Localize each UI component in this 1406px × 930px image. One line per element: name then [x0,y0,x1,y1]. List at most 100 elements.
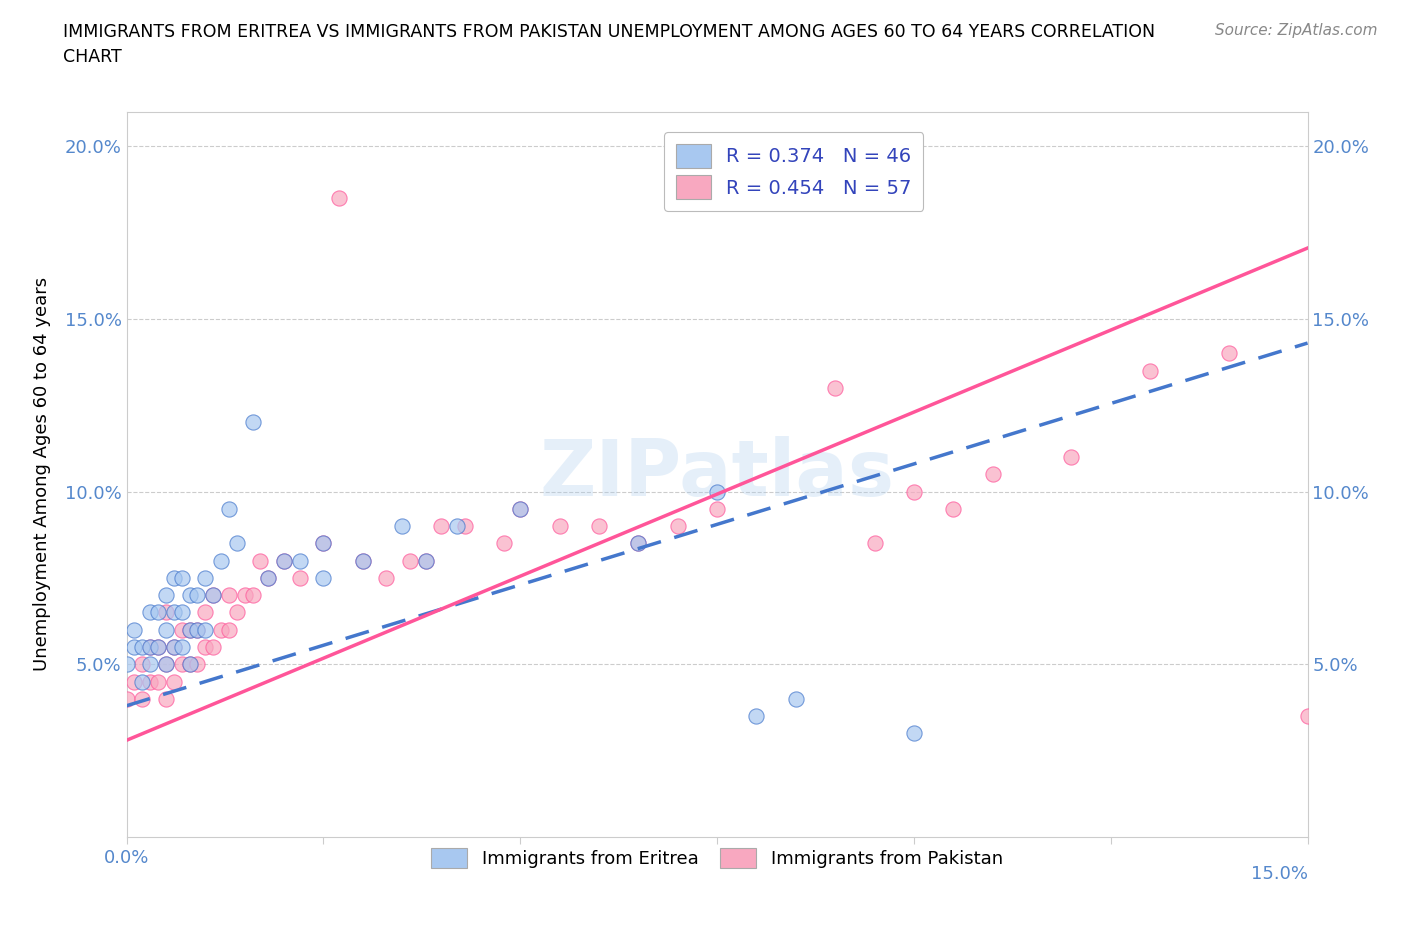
Point [139,640,162,655]
Point [155,657,177,671]
Point [186,622,208,637]
Point [131,691,153,706]
Point [124,622,146,637]
Point [209,622,232,637]
Point [627,536,650,551]
Point [391,519,413,534]
Point [415,553,437,568]
Y-axis label: Unemployment Among Ages 60 to 64 years: Unemployment Among Ages 60 to 64 years [32,277,51,671]
Point [257,570,280,585]
Point [139,640,162,655]
Point [312,536,335,551]
Point [328,191,350,206]
Text: Source: ZipAtlas.com: Source: ZipAtlas.com [1215,23,1378,38]
Point [139,657,162,671]
Point [288,553,311,568]
Point [186,622,208,637]
Point [155,605,177,620]
Point [131,640,153,655]
Point [352,553,374,568]
Point [273,553,295,568]
Point [179,588,201,603]
Point [745,709,768,724]
Point [115,691,138,706]
Point [170,605,193,620]
Point [202,640,225,655]
Point [446,519,468,534]
Point [179,622,201,637]
Point [312,570,335,585]
Point [225,605,247,620]
Point [242,415,264,430]
Point [454,519,477,534]
Text: IMMIGRANTS FROM ERITREA VS IMMIGRANTS FROM PAKISTAN UNEMPLOYMENT AMONG AGES 60 T: IMMIGRANTS FROM ERITREA VS IMMIGRANTS FR… [63,23,1156,66]
Point [124,640,146,655]
Point [288,570,311,585]
Point [155,691,177,706]
Point [430,519,453,534]
Point [146,605,169,620]
Point [588,519,610,534]
Point [1060,449,1083,464]
Point [1218,346,1240,361]
Point [163,570,186,585]
Point [903,485,925,499]
Point [155,588,177,603]
Point [131,657,153,671]
Point [312,536,335,551]
Point [124,674,146,689]
Point [179,622,201,637]
Point [170,622,193,637]
Point [785,691,807,706]
Point [706,501,728,516]
Point [179,657,201,671]
Point [415,553,437,568]
Point [163,640,186,655]
Point [375,570,398,585]
Point [981,467,1004,482]
Point [139,674,162,689]
Point [209,553,232,568]
Point [186,588,208,603]
Point [170,640,193,655]
Point [202,588,225,603]
Point [146,640,169,655]
Point [225,536,247,551]
Point [1296,709,1319,724]
Point [218,588,240,603]
Point [179,657,201,671]
Point [194,570,217,585]
Point [131,674,153,689]
Point [115,657,138,671]
Point [548,519,571,534]
Point [146,640,169,655]
Point [242,588,264,603]
Point [163,674,186,689]
Point [233,588,256,603]
Point [155,622,177,637]
Point [146,674,169,689]
Point [202,588,225,603]
Text: ZIPatlas: ZIPatlas [540,436,894,512]
Point [494,536,516,551]
Point [170,570,193,585]
Point [1139,364,1161,379]
Point [863,536,886,551]
Point [257,570,280,585]
Point [352,553,374,568]
Point [139,605,162,620]
Point [163,605,186,620]
Point [509,501,531,516]
Point [170,657,193,671]
Point [273,553,295,568]
Point [399,553,422,568]
Point [942,501,965,516]
Point [194,622,217,637]
Point [155,657,177,671]
Point [163,640,186,655]
Point [706,485,728,499]
Point [194,605,217,620]
Point [627,536,650,551]
Point [509,501,531,516]
Point [249,553,271,568]
